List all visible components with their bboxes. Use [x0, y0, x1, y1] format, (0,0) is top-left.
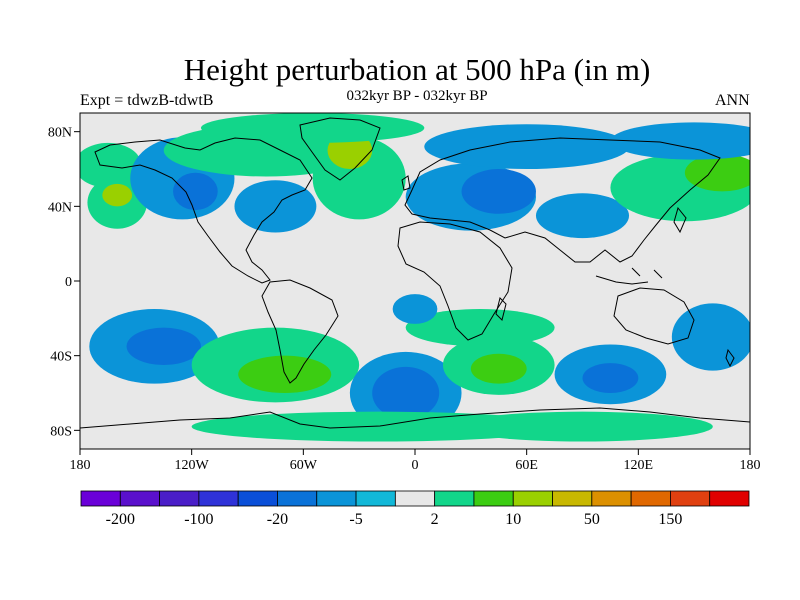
colorbar-label: 10: [505, 511, 521, 528]
colorbar-swatch: [670, 490, 711, 507]
coastline-greenland: [299, 117, 381, 181]
colorbar-swatch: [237, 490, 278, 507]
lon-tick-label: 60W: [290, 458, 318, 473]
colorbar-label: -20: [267, 511, 288, 528]
coastline-australia: [613, 287, 695, 345]
lon-tick-label: 120W: [175, 458, 210, 473]
contour-region: [452, 411, 713, 442]
lon-tick-label: 180: [740, 458, 761, 473]
colorbar-label: -5: [349, 511, 362, 528]
contour-region: [671, 303, 750, 371]
contour-region: [461, 169, 536, 214]
colorbar-swatch: [159, 490, 200, 507]
colorbar-swatch: [591, 490, 632, 507]
colorbar-swatch: [316, 490, 357, 507]
colorbar-label: -200: [106, 511, 135, 528]
lon-tick-label: 60E: [515, 458, 538, 473]
colorbar-swatch: [473, 490, 514, 507]
contour-region: [102, 183, 133, 207]
coastline-indonesia: [595, 267, 663, 285]
colorbar-swatch: [630, 490, 671, 507]
colorbar-swatch: [709, 490, 750, 507]
contour-region: [405, 309, 555, 347]
lat-tick-label: 40S: [50, 350, 72, 365]
contour-field: [80, 113, 750, 442]
season-label: ANN: [715, 92, 750, 109]
experiment-label: Expt = tdwzB-tdwtB: [80, 92, 214, 109]
colorbar-label: 2: [431, 511, 439, 528]
colorbar-swatch: [552, 490, 593, 507]
contour-region: [200, 113, 425, 143]
colorbar-swatch: [512, 490, 553, 507]
contour-region: [424, 124, 630, 169]
coastline-south-america: [261, 279, 339, 384]
contour-region: [126, 327, 201, 366]
contour-region: [234, 180, 317, 233]
contour-region: [582, 363, 639, 394]
coastline-british-isles: [401, 175, 411, 191]
coastlines: [80, 117, 750, 429]
coastline-north-america: [94, 137, 313, 284]
coastline-madagascar: [495, 297, 507, 321]
lon-tick-label: 120E: [624, 458, 654, 473]
colorbar-swatch: [434, 490, 475, 507]
colorbar-swatch: [355, 490, 396, 507]
lat-tick-label: 0: [65, 275, 72, 290]
lat-tick-label: 80N: [48, 126, 72, 141]
contour-region: [610, 122, 750, 160]
colorbar-swatch: [277, 490, 318, 507]
coastline-new-zealand: [725, 348, 735, 368]
contour-region: [470, 353, 527, 384]
lat-tick-label: 80S: [50, 424, 72, 439]
lat-tick-label: 40N: [48, 200, 72, 215]
lon-tick-label: 180: [70, 458, 91, 473]
coastline-japan: [673, 206, 687, 234]
period-subtitle: 032kyr BP - 032kyr BP: [346, 88, 488, 104]
lon-tick-label: 0: [412, 458, 419, 473]
map-axes: 180 120W 60W 0 60E 120E 180 80N 40N 0 40S 80S: [48, 126, 761, 473]
colorbar-swatch: [394, 490, 436, 507]
contour-region: [684, 154, 750, 192]
contour-region: [392, 294, 438, 324]
figure-title: Height perturbation at 500 hPa (in m): [183, 52, 651, 87]
colorbar-swatch: [80, 490, 121, 507]
contour-region: [372, 366, 440, 420]
colorbar-swatch: [198, 490, 239, 507]
coastline-africa: [397, 221, 513, 341]
coastline-eurasia: [404, 137, 721, 263]
contour-region: [173, 172, 218, 211]
colorbar-label: 50: [584, 511, 600, 528]
colorbar-label: 150: [658, 511, 682, 528]
contour-region: [535, 193, 630, 239]
colorbar-swatch: [119, 490, 160, 507]
colorbar-label: -100: [184, 511, 213, 528]
colorbar: -200 -100 -20 -5 2 10 50 150: [80, 490, 750, 528]
coastline-antarctica: [80, 407, 750, 429]
